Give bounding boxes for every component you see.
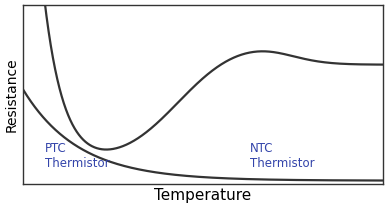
Text: PTC
Thermistor: PTC Thermistor xyxy=(45,142,109,170)
X-axis label: Temperature: Temperature xyxy=(154,188,252,203)
Y-axis label: Resistance: Resistance xyxy=(5,57,19,132)
Text: NTC
Thermistor: NTC Thermistor xyxy=(250,142,315,170)
